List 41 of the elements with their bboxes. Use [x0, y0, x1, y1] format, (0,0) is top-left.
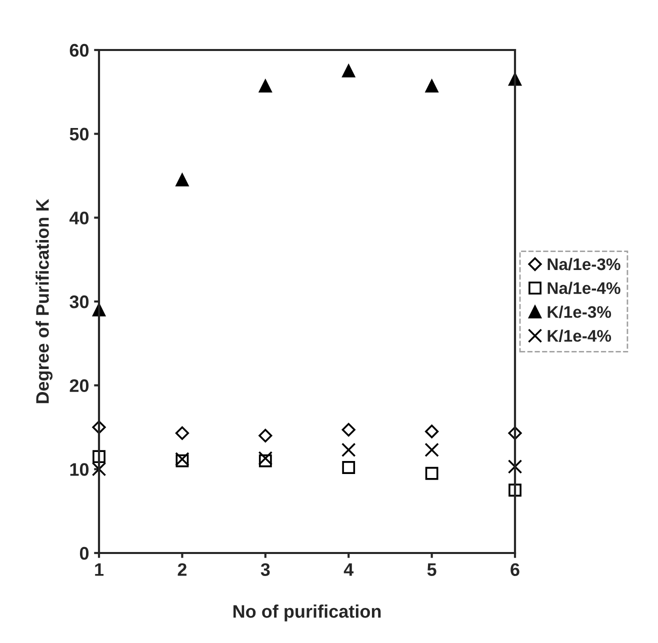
y-tick-label: 60 — [70, 44, 89, 57]
point — [175, 452, 190, 466]
point — [342, 422, 356, 437]
x-tick-label: 4 — [344, 563, 354, 576]
legend-label: K/1e-4% — [548, 330, 612, 342]
point — [176, 173, 189, 186]
point — [342, 461, 356, 474]
legend-label: Na/1e-4% — [548, 282, 620, 294]
point — [258, 428, 272, 442]
point — [508, 426, 522, 440]
x-tick-label: 3 — [260, 563, 270, 576]
point — [341, 442, 356, 458]
point — [92, 462, 106, 476]
y-tick-label: 20 — [70, 379, 89, 392]
y-axis-title: Degree of Purification K — [36, 198, 53, 404]
point — [508, 484, 522, 497]
y-tick-label: 10 — [70, 463, 89, 476]
x-tick-label: 2 — [178, 563, 186, 576]
point — [175, 426, 189, 440]
point — [425, 80, 438, 93]
point — [425, 466, 438, 480]
point — [508, 459, 522, 474]
point — [258, 454, 272, 468]
x-tick-label: 6 — [510, 563, 520, 576]
point — [258, 451, 273, 466]
point — [92, 450, 106, 464]
x-tick-label: 1 — [95, 563, 104, 576]
point — [92, 420, 106, 434]
point — [425, 424, 439, 438]
legend-label: Na/1e-3% — [548, 258, 620, 270]
point — [258, 80, 272, 93]
y-tick-label: 0 — [80, 546, 89, 560]
y-tick-label: 50 — [70, 128, 89, 141]
legend-label: K/1e-3% — [548, 306, 612, 318]
y-tick-label: 30 — [70, 295, 89, 308]
point — [342, 64, 356, 78]
y-tick-label: 40 — [69, 212, 89, 224]
x-tick-label: 5 — [427, 563, 436, 576]
point — [176, 454, 189, 468]
x-axis-title: No of purification — [233, 604, 381, 622]
point — [424, 442, 439, 458]
